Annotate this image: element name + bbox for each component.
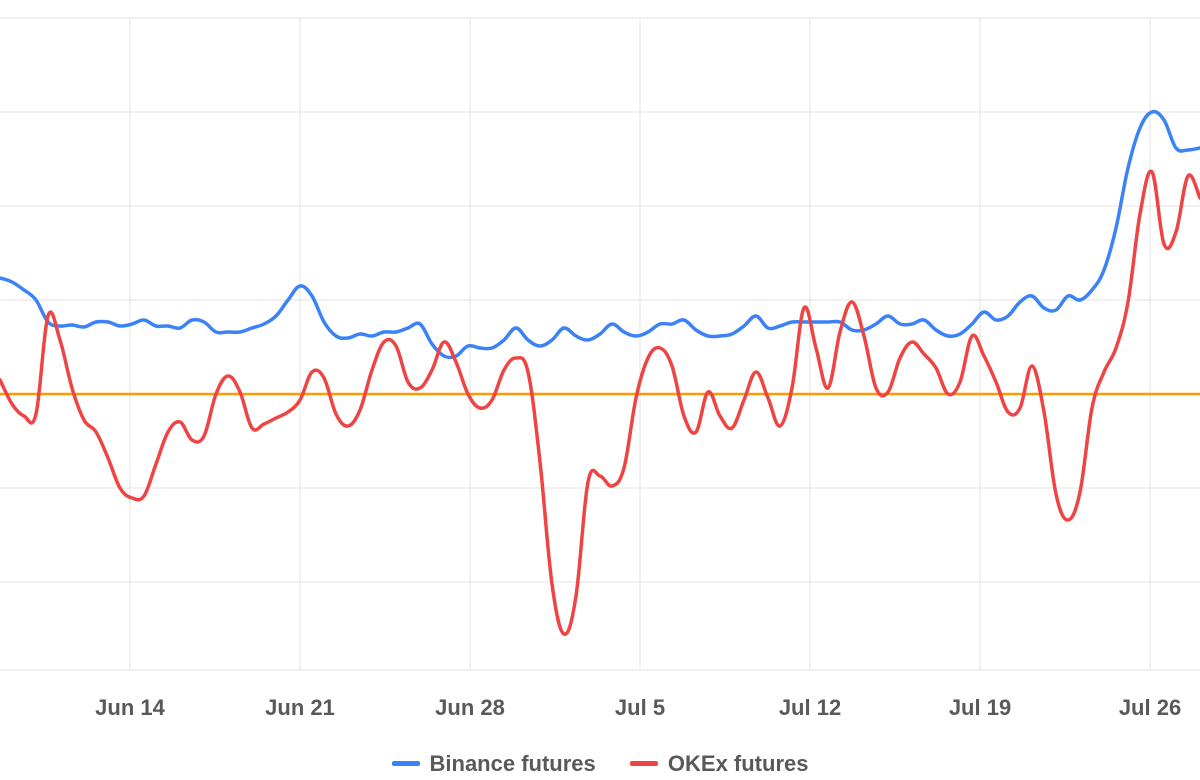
x-tick-label: Jun 21 — [265, 695, 335, 721]
legend: Binance futures OKEx futures — [0, 746, 1200, 777]
legend-item-okex: OKEx futures — [630, 751, 809, 777]
x-tick-label: Jul 5 — [615, 695, 665, 721]
legend-swatch-icon — [630, 761, 658, 766]
legend-item-binance: Binance futures — [392, 751, 596, 777]
legend-label: OKEx futures — [668, 751, 809, 777]
x-tick-label: Jul 26 — [1119, 695, 1181, 721]
legend-label: Binance futures — [430, 751, 596, 777]
futures-line-chart: Jun 14 Jun 21 Jun 28 Jul 5 Jul 12 Jul 19 Jul 2… — [0, 0, 1200, 780]
x-tick-label: Jul 19 — [949, 695, 1011, 721]
x-tick-label: Jun 14 — [95, 695, 165, 721]
chart-canvas — [0, 0, 1200, 780]
legend-swatch-icon — [392, 761, 420, 766]
x-tick-label: Jun 28 — [435, 695, 505, 721]
x-tick-label: Jul 12 — [779, 695, 841, 721]
